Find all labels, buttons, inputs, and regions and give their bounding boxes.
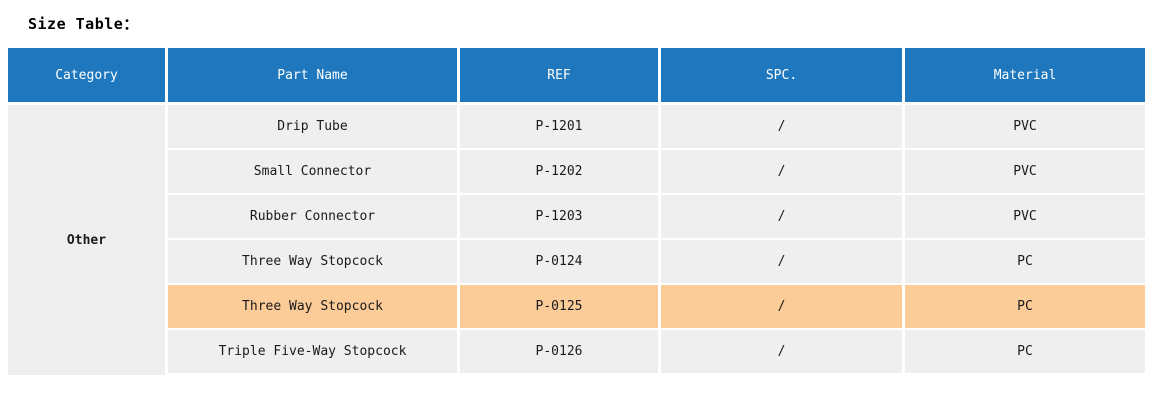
size-table: Category Part Name REF SPC. Material Oth… [8, 48, 1145, 375]
spc-cell: / [661, 150, 905, 195]
part-name-cell: Three Way Stopcock [168, 285, 460, 330]
ref-cell: P-1202 [460, 150, 661, 195]
part-name-cell: Rubber Connector [168, 195, 460, 240]
ref-cell: P-0124 [460, 240, 661, 285]
table-body: Other Drip Tube P-1201 / PVC Small Conne… [8, 105, 1145, 375]
spc-cell: / [661, 195, 905, 240]
table-row: Triple Five-Way Stopcock P-0126 / PC [8, 330, 1145, 375]
spc-cell: / [661, 240, 905, 285]
material-cell: PVC [905, 105, 1145, 150]
part-name-cell: Drip Tube [168, 105, 460, 150]
ref-cell: P-0125 [460, 285, 661, 330]
table-row: Small Connector P-1202 / PVC [8, 150, 1145, 195]
ref-cell: P-1203 [460, 195, 661, 240]
material-cell: PC [905, 330, 1145, 375]
material-cell: PVC [905, 195, 1145, 240]
table-row: Three Way Stopcock P-0124 / PC [8, 240, 1145, 285]
page-title: Size Table： [28, 15, 139, 33]
column-header-ref: REF [460, 48, 661, 105]
material-cell: PVC [905, 150, 1145, 195]
column-header-spc: SPC. [661, 48, 905, 105]
material-cell: PC [905, 240, 1145, 285]
column-header-part-name: Part Name [168, 48, 460, 105]
column-header-material: Material [905, 48, 1145, 105]
part-name-cell: Three Way Stopcock [168, 240, 460, 285]
spc-cell: / [661, 330, 905, 375]
material-cell: PC [905, 285, 1145, 330]
table-header: Category Part Name REF SPC. Material [8, 48, 1145, 105]
column-header-category: Category [8, 48, 168, 105]
spc-cell: / [661, 105, 905, 150]
table-row-highlighted: Three Way Stopcock P-0125 / PC [8, 285, 1145, 330]
header-row: Category Part Name REF SPC. Material [8, 48, 1145, 105]
category-cell: Other [8, 105, 168, 375]
table-row: Other Drip Tube P-1201 / PVC [8, 105, 1145, 375]
spc-cell: / [661, 285, 905, 330]
ref-cell: P-1201 [460, 105, 661, 150]
table-row: Rubber Connector P-1203 / PVC [8, 195, 1145, 240]
part-name-cell: Small Connector [168, 150, 460, 195]
ref-cell: P-0126 [460, 330, 661, 375]
part-name-cell: Triple Five-Way Stopcock [168, 330, 460, 375]
